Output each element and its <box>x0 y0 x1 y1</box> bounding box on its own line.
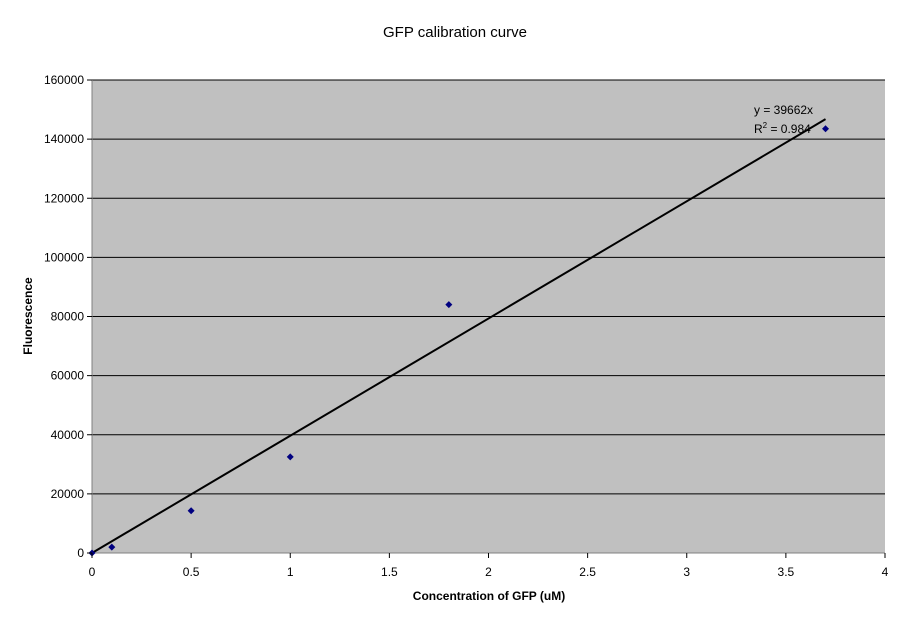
trendline <box>91 118 827 554</box>
trendline-equation: y = 39662x <box>754 103 813 117</box>
data-point <box>445 301 453 309</box>
x-tick-label: 2 <box>485 565 492 579</box>
y-tick-label: 0 <box>77 546 84 560</box>
y-tick-labels: 0 20000 40000 60000 80000 100000 120000 140000 1… <box>44 73 92 560</box>
x-tick-label: 2.5 <box>579 565 596 579</box>
data-point <box>187 507 195 515</box>
r2-value: = 0.984 <box>767 122 811 136</box>
x-tick-label: 3.5 <box>778 565 795 579</box>
r2-label: R <box>754 122 763 136</box>
y-tick-label: 100000 <box>44 250 84 264</box>
x-tick-label: 0.5 <box>183 565 200 579</box>
y-axis-title: Fluorescence <box>21 277 35 355</box>
trendline-group <box>91 118 827 554</box>
x-tick-label: 3 <box>683 565 690 579</box>
y-tick-label: 140000 <box>44 132 84 146</box>
x-tick-label: 0 <box>89 565 96 579</box>
x-tick-label: 4 <box>882 565 889 579</box>
trendline-annotation: y = 39662x R2 = 0.984 <box>754 103 813 136</box>
data-points <box>88 125 830 557</box>
data-point <box>108 543 116 551</box>
y-tick-label: 20000 <box>51 487 85 501</box>
trendline-r-squared: R2 = 0.984 <box>754 121 811 136</box>
y-tick-label: 120000 <box>44 191 84 205</box>
y-tick-label: 40000 <box>51 428 85 442</box>
chart-title: GFP calibration curve <box>383 24 527 41</box>
y-tick-label: 160000 <box>44 73 84 87</box>
y-tick-label: 60000 <box>51 369 85 383</box>
gridlines <box>92 79 885 495</box>
data-point <box>822 125 830 133</box>
data-point <box>286 453 294 461</box>
r2-superscript: 2 <box>763 121 768 130</box>
x-tick-label: 1 <box>287 565 294 579</box>
y-tick-label: 80000 <box>51 310 85 324</box>
x-axis-title: Concentration of GFP (uM) <box>413 589 565 603</box>
x-tick-label: 1.5 <box>381 565 398 579</box>
x-tick-labels: 0 0.5 1 1.5 2 2.5 3 3.5 4 <box>89 553 889 579</box>
